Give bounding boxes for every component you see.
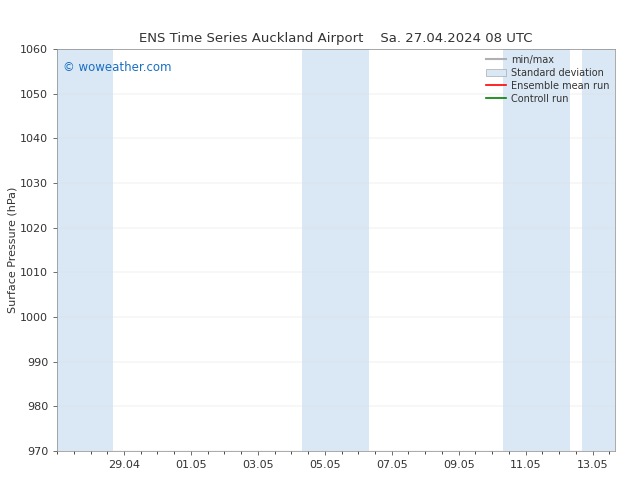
Bar <box>503 49 570 451</box>
Bar <box>581 49 615 451</box>
Bar <box>57 49 113 451</box>
Legend: min/max, Standard deviation, Ensemble mean run, Controll run: min/max, Standard deviation, Ensemble me… <box>482 51 613 107</box>
Y-axis label: Surface Pressure (hPa): Surface Pressure (hPa) <box>7 187 17 313</box>
Text: © woweather.com: © woweather.com <box>63 61 171 74</box>
Bar <box>302 49 370 451</box>
Title: ENS Time Series Auckland Airport    Sa. 27.04.2024 08 UTC: ENS Time Series Auckland Airport Sa. 27.… <box>139 32 533 45</box>
